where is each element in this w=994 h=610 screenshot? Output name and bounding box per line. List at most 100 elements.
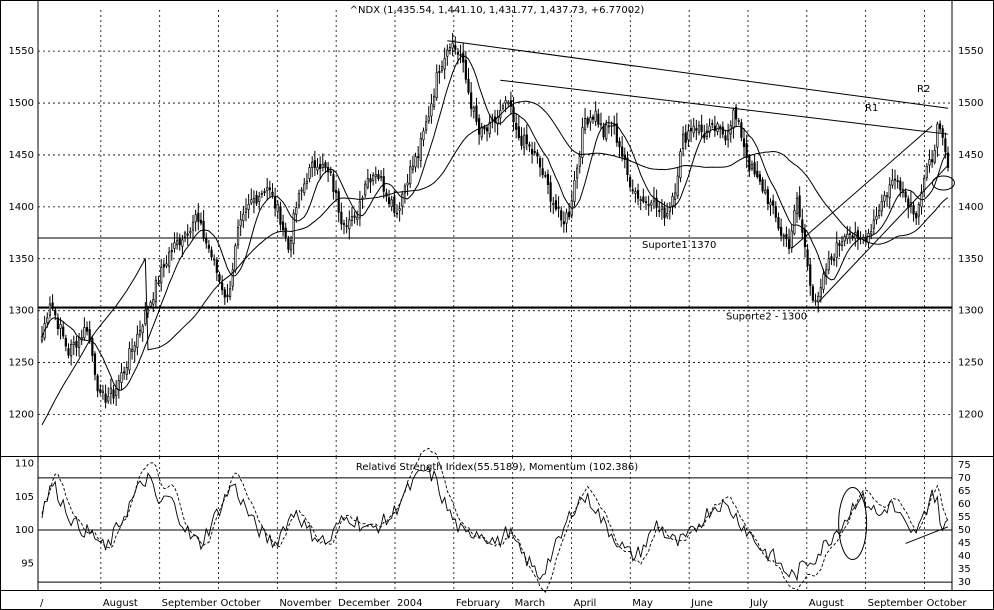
candle-body: [332, 174, 335, 192]
candle-body: [801, 219, 804, 233]
candle-body: [483, 126, 486, 130]
candle-body: [186, 233, 189, 236]
candle-body: [623, 154, 626, 160]
candle-body: [666, 213, 669, 217]
candle-body: [281, 221, 285, 231]
candle-body: [96, 375, 99, 392]
candle-body: [292, 213, 295, 244]
momentum-tick-label: 105: [15, 492, 34, 503]
candle-body: [454, 45, 457, 50]
candle-body: [589, 117, 592, 123]
candle-body: [711, 123, 714, 125]
candle-body: [40, 336, 44, 342]
trend-lines: [447, 40, 955, 303]
candle-body: [727, 131, 730, 140]
candle-body: [615, 123, 618, 143]
candle-body: [313, 160, 316, 168]
candle-body: [411, 165, 414, 170]
candle-body: [848, 233, 852, 236]
candle-body: [565, 212, 568, 224]
candle-body: [162, 264, 165, 268]
candle-body: [366, 178, 369, 188]
candle-body: [181, 239, 184, 247]
month-label: September: [162, 598, 218, 609]
candle-body: [832, 259, 836, 261]
candle-body: [67, 348, 70, 356]
ma-short: [41, 55, 949, 391]
candle-body: [917, 204, 920, 217]
rsi-tick-label: 70: [958, 473, 971, 484]
candle-body: [676, 175, 679, 197]
candle-body: [846, 233, 849, 240]
candle-body: [91, 338, 94, 356]
candle-body: [297, 193, 301, 206]
candle-body: [406, 182, 409, 186]
candle-body: [923, 178, 926, 190]
candle-body: [252, 197, 256, 203]
candle-body: [790, 230, 793, 248]
candle-body: [152, 299, 155, 305]
candle-body: [599, 123, 603, 126]
candle-body: [403, 185, 407, 194]
candle-body: [258, 196, 261, 202]
candle-body: [644, 201, 648, 203]
candle-body: [470, 92, 473, 109]
candle-body: [51, 302, 54, 309]
candle-body: [435, 72, 438, 99]
candle-body: [610, 124, 613, 127]
candle-body: [817, 295, 820, 303]
candle-body: [234, 245, 237, 271]
candle-body: [223, 289, 226, 298]
candle-body: [287, 238, 290, 250]
candle-body: [154, 279, 158, 303]
candle-body: [409, 166, 412, 185]
candle-body: [568, 211, 571, 218]
rsi-tick-label: 75: [958, 460, 971, 471]
candle-body: [379, 176, 383, 179]
candle-body: [427, 116, 430, 122]
candle-body: [197, 212, 200, 222]
candle-body: [136, 333, 139, 348]
candle-body: [430, 103, 433, 117]
candle-body: [928, 159, 931, 166]
candle-body: [443, 57, 446, 70]
candle-body: [528, 144, 531, 147]
candle-body: [462, 52, 465, 63]
candle-body: [157, 282, 160, 285]
indicator-title: Relative Strength Index(55.5189), Moment…: [356, 462, 638, 473]
candle-body: [274, 197, 277, 209]
candle-body: [165, 263, 168, 267]
candle-body: [56, 317, 59, 330]
candle-body: [247, 203, 250, 210]
candle-body: [149, 302, 152, 307]
candle-body: [207, 244, 210, 249]
candle-body: [226, 294, 229, 298]
candle-body: [123, 371, 126, 374]
candle-body: [795, 197, 799, 215]
candle-body: [912, 205, 915, 215]
candle-body: [753, 162, 756, 175]
candle-body: [210, 249, 213, 258]
candle-body: [885, 195, 889, 198]
candle-body: [774, 206, 777, 218]
candle-body: [260, 193, 263, 195]
candle-body: [658, 210, 661, 212]
candle-body: [772, 200, 775, 206]
candle-body: [684, 132, 687, 143]
candle-body: [422, 130, 425, 141]
candle-body: [692, 125, 695, 134]
candle-body: [284, 227, 287, 238]
candle-body: [472, 107, 475, 112]
candle-body: [525, 134, 528, 145]
candle-body: [120, 372, 123, 383]
candle-body: [395, 212, 399, 215]
candle-body: [231, 269, 234, 287]
candle-body: [764, 189, 767, 194]
rsi-tick-label: 55: [958, 512, 971, 523]
candle-body: [893, 178, 897, 181]
candle-body: [64, 337, 67, 347]
candle-body: [305, 180, 309, 184]
candle-body: [576, 167, 579, 179]
candle-body: [626, 157, 629, 176]
